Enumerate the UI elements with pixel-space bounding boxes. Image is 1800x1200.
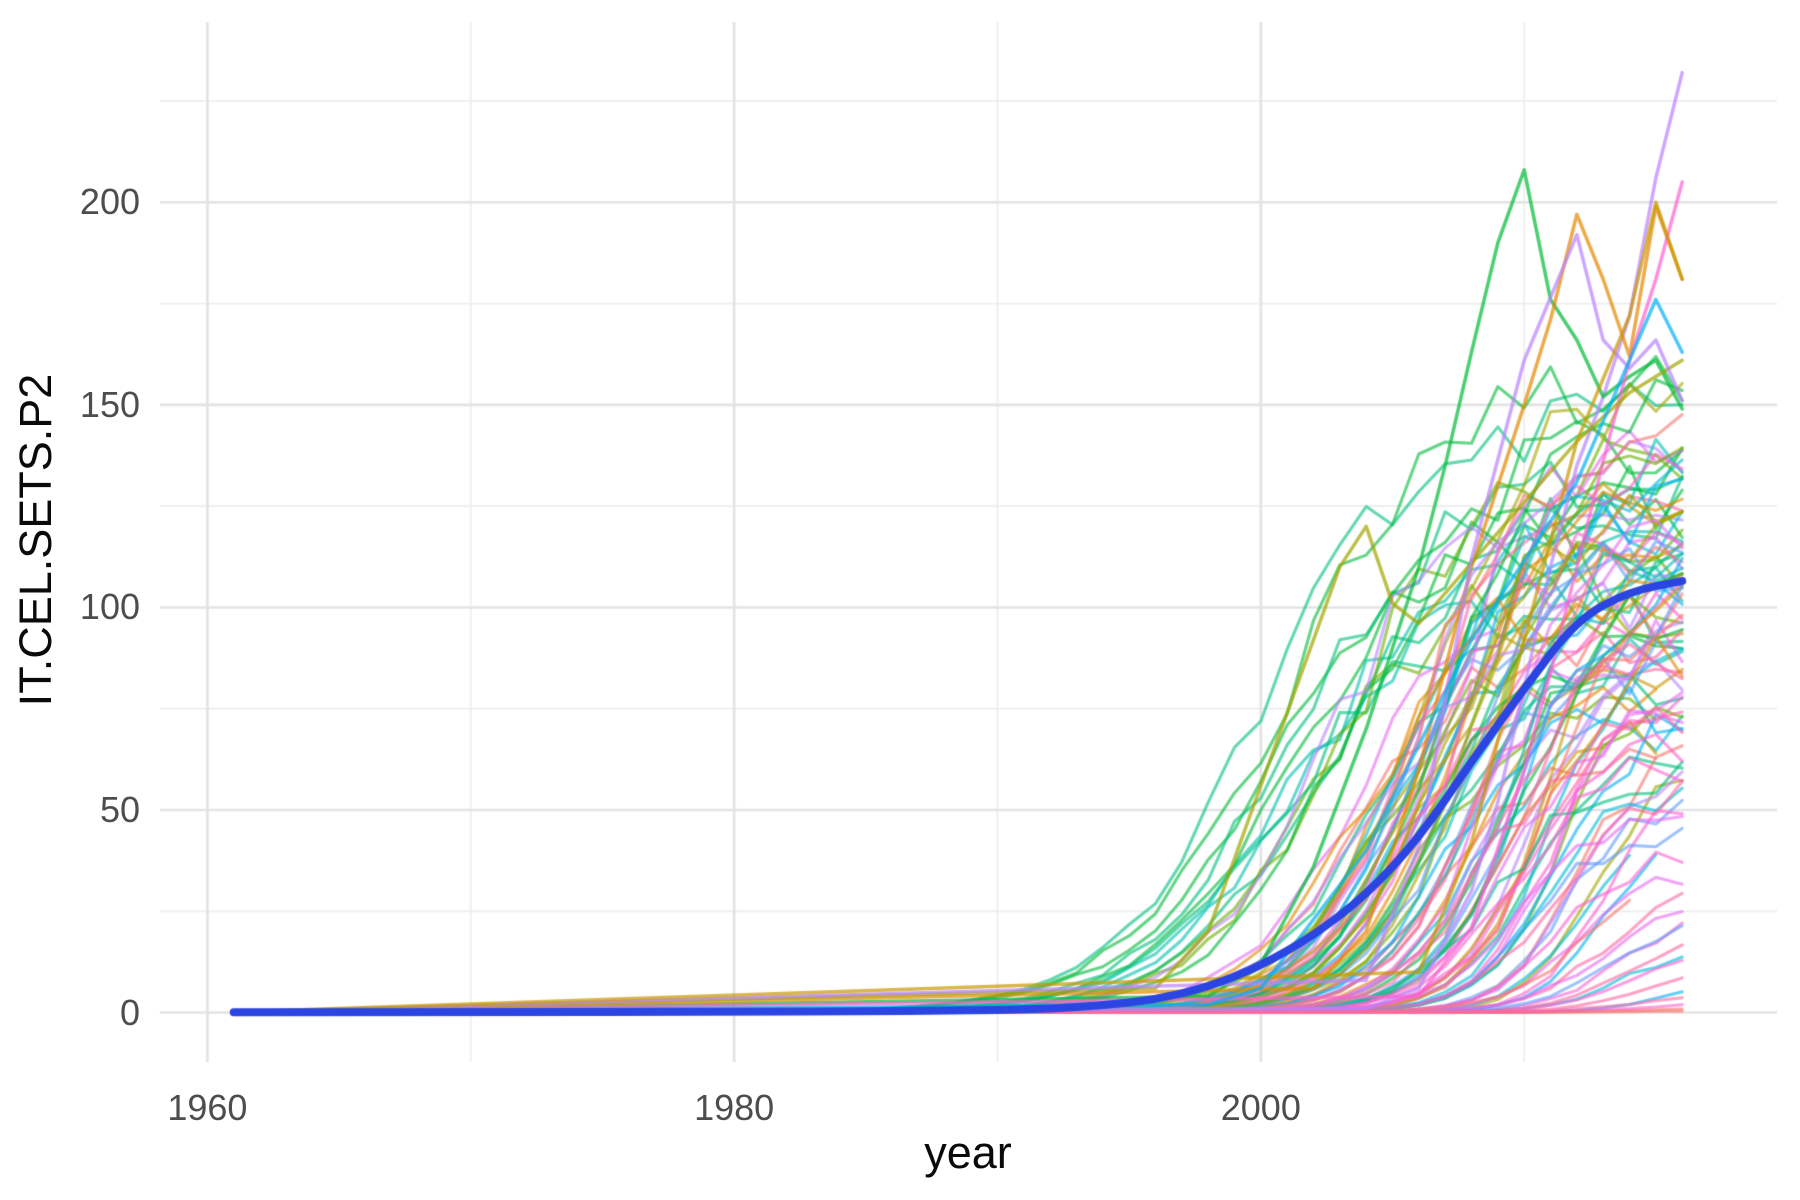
y-tick-label: 200	[79, 181, 140, 223]
y-tick-label: 0	[119, 991, 140, 1033]
x-axis-title: year	[924, 1127, 1012, 1178]
x-tick-label: 2000	[1220, 1087, 1301, 1128]
x-tick-label: 1960	[167, 1087, 248, 1128]
y-axis-title: IT.CEL.SETS.P2	[10, 373, 61, 707]
y-tick-label: 100	[79, 586, 140, 628]
y-tick-label: 50	[99, 789, 140, 830]
y-tick-label: 150	[79, 383, 140, 425]
x-tick-label: 1980	[694, 1087, 775, 1128]
